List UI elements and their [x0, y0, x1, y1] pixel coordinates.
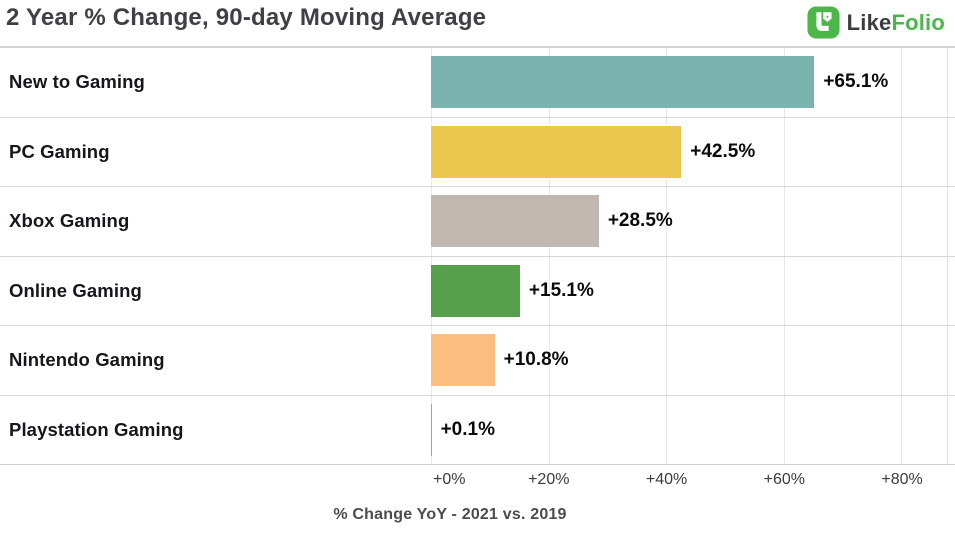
category-label: Nintendo Gaming: [9, 349, 165, 371]
category-label: Online Gaming: [9, 279, 142, 301]
likefolio-wordmark: LikeFolio: [847, 10, 945, 36]
gridline: [431, 48, 432, 465]
table-row: Online Gaming +15.1%: [0, 257, 955, 326]
table-row: Nintendo Gaming +10.8%: [0, 326, 955, 396]
x-tick-label: +60%: [763, 471, 805, 488]
value-label: +15.1%: [528, 279, 594, 301]
bar-chart: New to Gaming +65.1% PC Gaming +42.5% Xb…: [0, 48, 955, 465]
category-label: PC Gaming: [9, 140, 110, 162]
bar-nintendo-gaming: [431, 334, 495, 387]
value-label: +28.5%: [607, 210, 673, 232]
table-row: PC Gaming +42.5%: [0, 118, 955, 187]
bar-xbox-gaming: [431, 195, 599, 248]
table-row: New to Gaming +65.1%: [0, 48, 955, 118]
x-tick-label: +80%: [881, 471, 923, 488]
gridlines-layer: [431, 48, 948, 465]
likefolio-logo[interactable]: LikeFolio: [807, 6, 945, 39]
row-plot-area: +10.8%: [431, 326, 948, 395]
likefolio-wordmark-folio: Folio: [891, 9, 945, 35]
gridline: [901, 48, 903, 465]
x-axis: +0% +20% +40% +60% +80%: [0, 465, 955, 493]
category-label: Xbox Gaming: [9, 210, 130, 232]
row-plot-area: +28.5%: [431, 187, 948, 256]
x-tick-label: +20%: [528, 471, 570, 488]
gridline: [548, 48, 550, 465]
table-row: Xbox Gaming +28.5%: [0, 187, 955, 257]
bar-new-to-gaming: [431, 56, 815, 109]
row-plot-area: +42.5%: [431, 118, 948, 187]
category-label: Playstation Gaming: [9, 418, 184, 440]
row-plot-area: +15.1%: [431, 257, 948, 326]
bar-pc-gaming: [431, 125, 682, 178]
gridline: [783, 48, 785, 465]
row-plot-area: +65.1%: [431, 48, 948, 117]
x-tick-label: +40%: [645, 471, 688, 488]
value-label: +65.1%: [823, 71, 889, 93]
table-row: Playstation Gaming +0.1%: [0, 396, 955, 465]
row-plot-area: +0.1%: [431, 396, 948, 465]
bar-online-gaming: [431, 264, 520, 317]
likefolio-wordmark-like: Like: [846, 9, 892, 35]
category-label: New to Gaming: [9, 71, 145, 93]
x-tick-label: +0%: [433, 471, 466, 488]
page-title: 2 Year % Change, 90-day Moving Average: [6, 4, 487, 31]
gridline: [666, 48, 668, 465]
x-tick-labels: +0% +20% +40% +60% +80%: [431, 465, 948, 493]
likefolio-monogram-icon: [807, 6, 840, 39]
value-label: +0.1%: [440, 418, 495, 440]
chart-header: 2 Year % Change, 90-day Moving Average L…: [0, 0, 955, 48]
value-label: +10.8%: [503, 349, 569, 371]
value-label: +42.5%: [690, 140, 756, 162]
x-axis-title: % Change YoY - 2021 vs. 2019: [333, 506, 567, 523]
bar-playstation-gaming: [431, 403, 432, 456]
